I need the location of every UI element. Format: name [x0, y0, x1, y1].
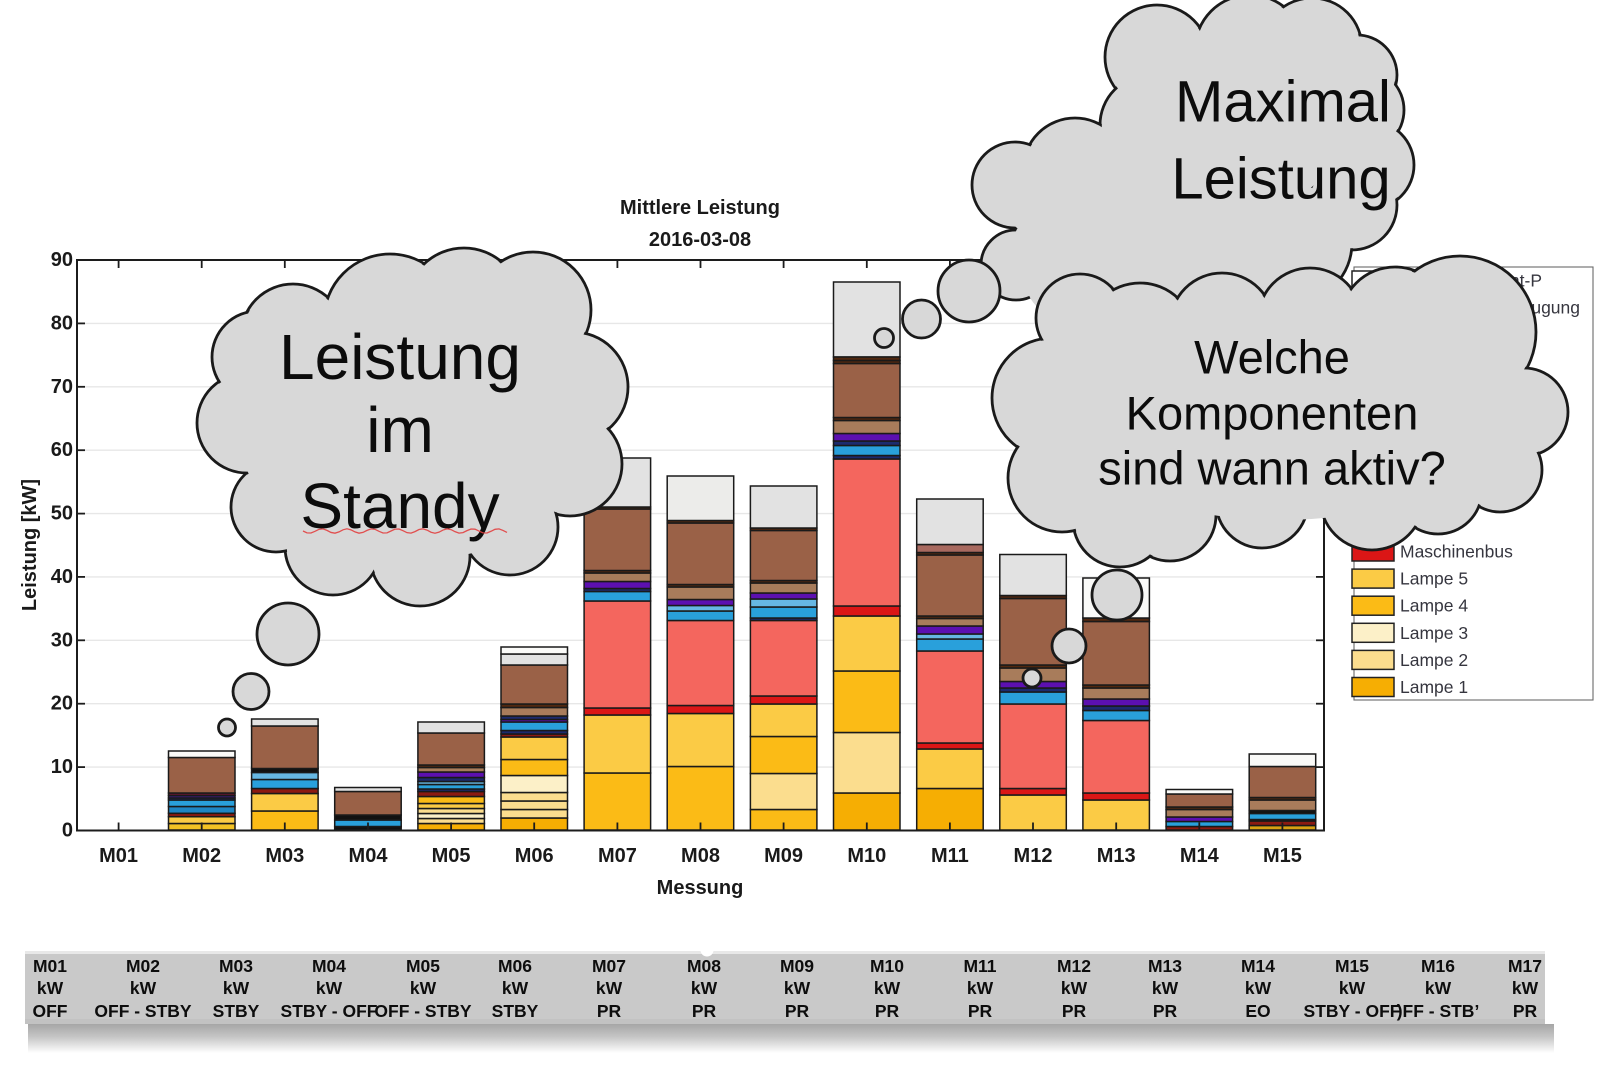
svg-text:M02: M02	[126, 956, 160, 976]
svg-text:kW: kW	[874, 978, 901, 998]
svg-text:kW: kW	[130, 978, 157, 998]
svg-text:M11: M11	[963, 956, 996, 976]
svg-text:STBY: STBY	[492, 1001, 539, 1021]
svg-text:PR: PR	[1513, 1001, 1538, 1021]
svg-text:M12: M12	[1057, 956, 1091, 976]
svg-text:Messung: Messung	[657, 877, 744, 899]
svg-text:Komponenten: Komponenten	[1126, 387, 1419, 440]
svg-text:kW: kW	[1425, 978, 1452, 998]
svg-text:M13: M13	[1097, 845, 1136, 867]
svg-text:Leistung [kW]: Leistung [kW]	[19, 479, 41, 611]
svg-text:0: 0	[62, 820, 73, 842]
svg-text:Lampe 4: Lampe 4	[1400, 596, 1468, 616]
svg-text:Lampe 2: Lampe 2	[1400, 650, 1468, 670]
svg-text:M13: M13	[1148, 956, 1182, 976]
svg-text:70: 70	[51, 376, 73, 398]
svg-text:60: 60	[51, 439, 73, 461]
svg-text:PR: PR	[968, 1001, 993, 1021]
svg-text:Maximal: Maximal	[1175, 70, 1391, 135]
svg-text:M11: M11	[931, 845, 969, 867]
svg-text:im: im	[366, 394, 434, 466]
svg-text:M03: M03	[265, 845, 304, 867]
svg-text:M04: M04	[312, 956, 346, 976]
svg-text:PR: PR	[692, 1001, 717, 1021]
svg-text:M02: M02	[182, 845, 221, 867]
svg-text:kW: kW	[316, 978, 343, 998]
svg-text:M15: M15	[1263, 845, 1302, 867]
svg-text:OFF - STBY: OFF - STBY	[374, 1001, 472, 1021]
svg-text:M10: M10	[847, 845, 886, 867]
svg-text:M15: M15	[1335, 956, 1369, 976]
svg-text:kW: kW	[1245, 978, 1272, 998]
svg-text:M16: M16	[1421, 956, 1455, 976]
svg-text:PR: PR	[785, 1001, 810, 1021]
svg-text:M14: M14	[1180, 845, 1220, 867]
svg-text:kW: kW	[967, 978, 994, 998]
svg-text:M12: M12	[1014, 845, 1053, 867]
svg-text:M05: M05	[406, 956, 440, 976]
svg-text:Lampe 5: Lampe 5	[1400, 569, 1468, 589]
svg-text:STBY - OFF: STBY - OFF	[1304, 1001, 1401, 1021]
svg-text:Leistung: Leistung	[1171, 147, 1390, 212]
svg-text:kW: kW	[1061, 978, 1088, 998]
svg-text:Welche: Welche	[1194, 331, 1350, 384]
svg-text:2016-03-08: 2016-03-08	[649, 229, 751, 251]
svg-text:M06: M06	[498, 956, 532, 976]
svg-text:M10: M10	[870, 956, 904, 976]
svg-text:PR: PR	[875, 1001, 900, 1021]
svg-text:Mittlere Leistung: Mittlere Leistung	[620, 197, 780, 219]
svg-text:kW: kW	[37, 978, 64, 998]
svg-text:40: 40	[51, 566, 73, 588]
svg-text:20: 20	[51, 693, 73, 715]
svg-text:M04: M04	[349, 845, 389, 867]
svg-text:Leistung: Leistung	[279, 321, 521, 393]
svg-text:M09: M09	[780, 956, 814, 976]
svg-text:M17: M17	[1508, 956, 1542, 976]
svg-text:STBY: STBY	[213, 1001, 260, 1021]
svg-text:kW: kW	[502, 978, 529, 998]
svg-text:M07: M07	[598, 845, 637, 867]
svg-text:PR: PR	[597, 1001, 622, 1021]
svg-text:OFF - STBY: OFF - STBY	[94, 1001, 192, 1021]
svg-text:kW: kW	[691, 978, 718, 998]
svg-text:M01: M01	[99, 845, 138, 867]
svg-text:Lampe 3: Lampe 3	[1400, 623, 1468, 643]
svg-text:EO: EO	[1245, 1001, 1270, 1021]
svg-text:kW: kW	[784, 978, 811, 998]
svg-text:M14: M14	[1241, 956, 1275, 976]
svg-text:kW: kW	[1512, 978, 1539, 998]
svg-text:OFF: OFF	[33, 1001, 68, 1021]
svg-text:M01: M01	[33, 956, 67, 976]
svg-text:kW: kW	[596, 978, 623, 998]
svg-text:M05: M05	[432, 845, 471, 867]
svg-text:M06: M06	[515, 845, 554, 867]
svg-text:PR: PR	[1153, 1001, 1178, 1021]
svg-text:50: 50	[51, 503, 73, 525]
svg-text:kW: kW	[410, 978, 437, 998]
svg-text:kW: kW	[1339, 978, 1366, 998]
svg-text:M08: M08	[687, 956, 721, 976]
svg-text:Standy: Standy	[300, 470, 499, 542]
svg-text:M08: M08	[681, 845, 720, 867]
svg-text:)FF - STB’: )FF - STB’	[1397, 1001, 1480, 1021]
svg-text:Lampe 1: Lampe 1	[1400, 677, 1468, 697]
svg-text:30: 30	[51, 629, 73, 651]
svg-text:M07: M07	[592, 956, 626, 976]
svg-text:STBY - OFF: STBY - OFF	[281, 1001, 378, 1021]
svg-text:90: 90	[51, 249, 73, 271]
svg-text:10: 10	[51, 756, 73, 778]
svg-text:M09: M09	[764, 845, 803, 867]
svg-text:Maschinenbus: Maschinenbus	[1400, 542, 1513, 562]
svg-text:M03: M03	[219, 956, 253, 976]
svg-text:sind wann aktiv?: sind wann aktiv?	[1098, 442, 1445, 495]
svg-text:PR: PR	[1062, 1001, 1087, 1021]
svg-text:kW: kW	[1152, 978, 1179, 998]
svg-text:80: 80	[51, 312, 73, 334]
svg-text:kW: kW	[223, 978, 250, 998]
